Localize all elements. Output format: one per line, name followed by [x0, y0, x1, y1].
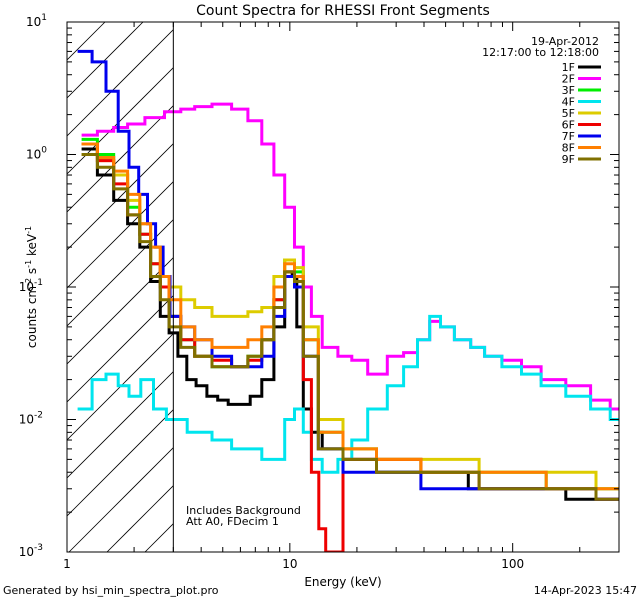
- time-range-label: 12:17:00 to 12:18:00: [482, 46, 599, 59]
- series-4f: [77, 314, 619, 474]
- hatch-line: [67, 143, 174, 251]
- series-1f: [81, 147, 619, 501]
- legend-label-3f: 3F: [562, 84, 575, 97]
- footer-generated: Generated by hsi_min_spectra_plot.pro: [3, 584, 219, 597]
- hatch-line: [67, 295, 174, 403]
- legend-label-7f: 7F: [562, 130, 575, 143]
- series-7f: [77, 49, 619, 501]
- series-5f: [81, 153, 619, 491]
- hatch-line: [67, 257, 174, 365]
- x-tick-label: 10: [282, 557, 297, 571]
- chart-title: Count Spectra for RHESSI Front Segments: [196, 3, 490, 19]
- hatch-line: [67, 67, 174, 175]
- legend-label-4f: 4F: [562, 96, 575, 109]
- annotation-background: Includes Background: [186, 504, 301, 517]
- hatch-line: [144, 523, 174, 552]
- legend-label-6f: 6F: [562, 119, 575, 132]
- x-tick-label: 1: [63, 557, 71, 571]
- legend-label-5f: 5F: [562, 107, 575, 120]
- hatch-line: [67, 409, 174, 517]
- hatch-line: [68, 447, 174, 552]
- series-group: [77, 49, 619, 552]
- legend-label-8f: 8F: [562, 142, 575, 155]
- hatch-line: [67, 219, 174, 327]
- hatch-line: [67, 22, 144, 99]
- hatch-line: [67, 29, 174, 137]
- hatch-line: [67, 22, 106, 61]
- y-tick-label: 10-3: [19, 543, 43, 559]
- y-tick-label: 100: [26, 146, 47, 162]
- series-9f: [81, 153, 619, 501]
- legend-label-2f: 2F: [562, 73, 575, 86]
- x-axis-label: Energy (keV): [304, 575, 381, 589]
- footer-date: 14-Apr-2023 15:47: [534, 584, 637, 597]
- background-hatch-region: [67, 22, 174, 552]
- series-6f: [81, 142, 619, 552]
- date-label: 19-Apr-2012: [531, 35, 599, 48]
- hatch-line: [67, 105, 174, 213]
- series-3f: [81, 137, 619, 491]
- axes: 1 10 100 101 100 10-1 10-2 10-3: [19, 13, 620, 571]
- annotation-attenuator: Att A0, FDecim 1: [186, 515, 279, 528]
- y-tick-label: 10-1: [19, 278, 43, 294]
- hatch-line: [106, 485, 174, 552]
- x-tick-label: 100: [501, 557, 524, 571]
- y-tick-label: 101: [26, 13, 47, 29]
- hatch-line: [67, 371, 174, 479]
- y-tick-label: 10-2: [19, 411, 43, 427]
- legend-label-1f: 1F: [562, 61, 575, 74]
- y-axis-label: counts cm-2 s-1 keV-1: [24, 226, 39, 348]
- legend-label-9f: 9F: [562, 153, 575, 166]
- hatch-line: [67, 181, 174, 289]
